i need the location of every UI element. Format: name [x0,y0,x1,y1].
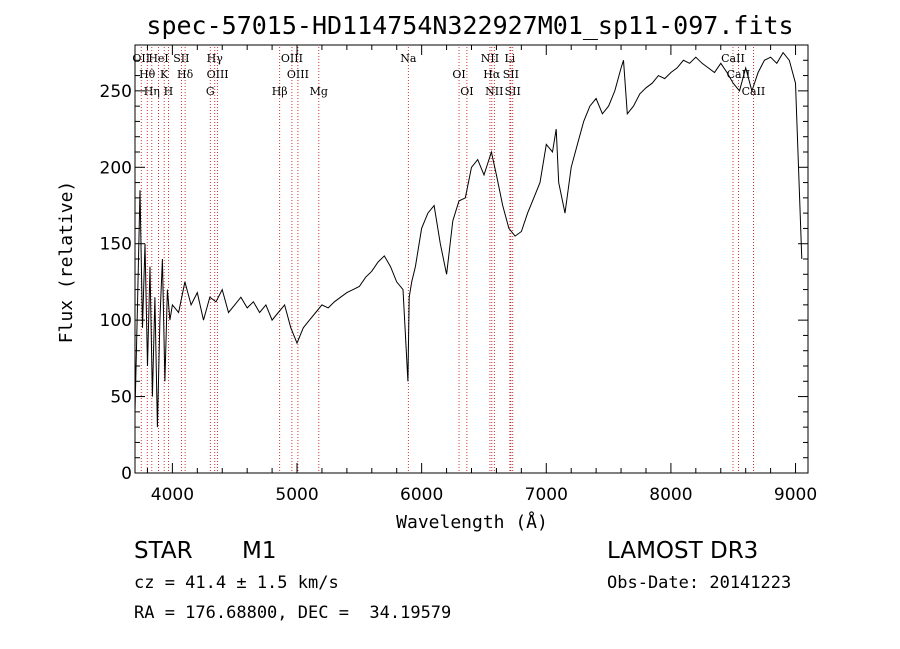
line-label: SII [503,68,519,81]
plot-frame [134,44,809,474]
y-tick-label: 100 [100,311,132,331]
line-label: Na [400,52,417,65]
x-tick-label: 8000 [649,485,692,505]
line-label: Hδ [177,68,194,81]
x-axis-label: Wavelength (Å) [396,511,548,533]
x-tick-label: 4000 [151,485,194,505]
line-label: SII [505,85,521,98]
line-label: CaII [721,52,745,65]
line-label: SII [173,52,189,65]
survey-name: LAMOST DR3 [607,538,759,564]
axis-ticks: 4000 5000 6000 7000 8000 9000 0 50 100 150 200 250 [100,45,817,505]
line-label: Mg [310,85,328,98]
line-label: OI [452,68,465,81]
redshift-text: cz = 41.4 ± 1.5 km/s [134,573,339,593]
line-label: H [164,85,174,98]
line-label: OIII [281,52,303,65]
y-tick-label: 250 [100,82,132,102]
line-label: K [160,68,169,81]
x-tick-label: 9000 [774,485,817,505]
line-label: Hγ [207,52,224,65]
line-label: NII [485,85,503,98]
y-tick-label: 150 [100,235,132,255]
coordinates-text: RA = 176.68800, DEC = 34.19579 [134,603,452,623]
line-label: Hθ [139,68,156,81]
line-label: Hβ [272,85,288,98]
line-label: HeI [148,52,168,65]
line-label: OII [132,52,150,65]
y-tick-label: 50 [110,388,132,408]
line-label: Hη [144,85,160,98]
line-label: Li [504,52,515,65]
x-tick-label: 6000 [400,485,443,505]
object-type: STAR [134,538,193,564]
line-label: OIII [207,68,229,81]
line-label: Hα [483,68,501,81]
y-tick-label: 0 [121,464,132,484]
line-label: G [206,85,215,98]
line-label: NII [481,52,499,65]
x-tick-label: 5000 [275,485,318,505]
obs-date-text: Obs-Date: 20141223 [607,573,792,593]
y-tick-label: 200 [100,158,132,178]
line-marker-group [140,47,754,473]
line-label-group: OIIHθHηHeIKHSIIHδGHγOIIIHβOIIIOIIIMgNaOI… [132,52,765,98]
line-label: OI [460,85,473,98]
line-label: OIII [287,68,309,81]
x-tick-label: 7000 [525,485,568,505]
line-label: CaII [742,85,766,98]
object-subclass: M1 [242,538,277,564]
y-axis-label: Flux (relative) [56,181,77,344]
spectrum-line [134,51,803,428]
chart-title: spec-57015-HD114754N322927M01_sp11-097.f… [146,11,793,40]
